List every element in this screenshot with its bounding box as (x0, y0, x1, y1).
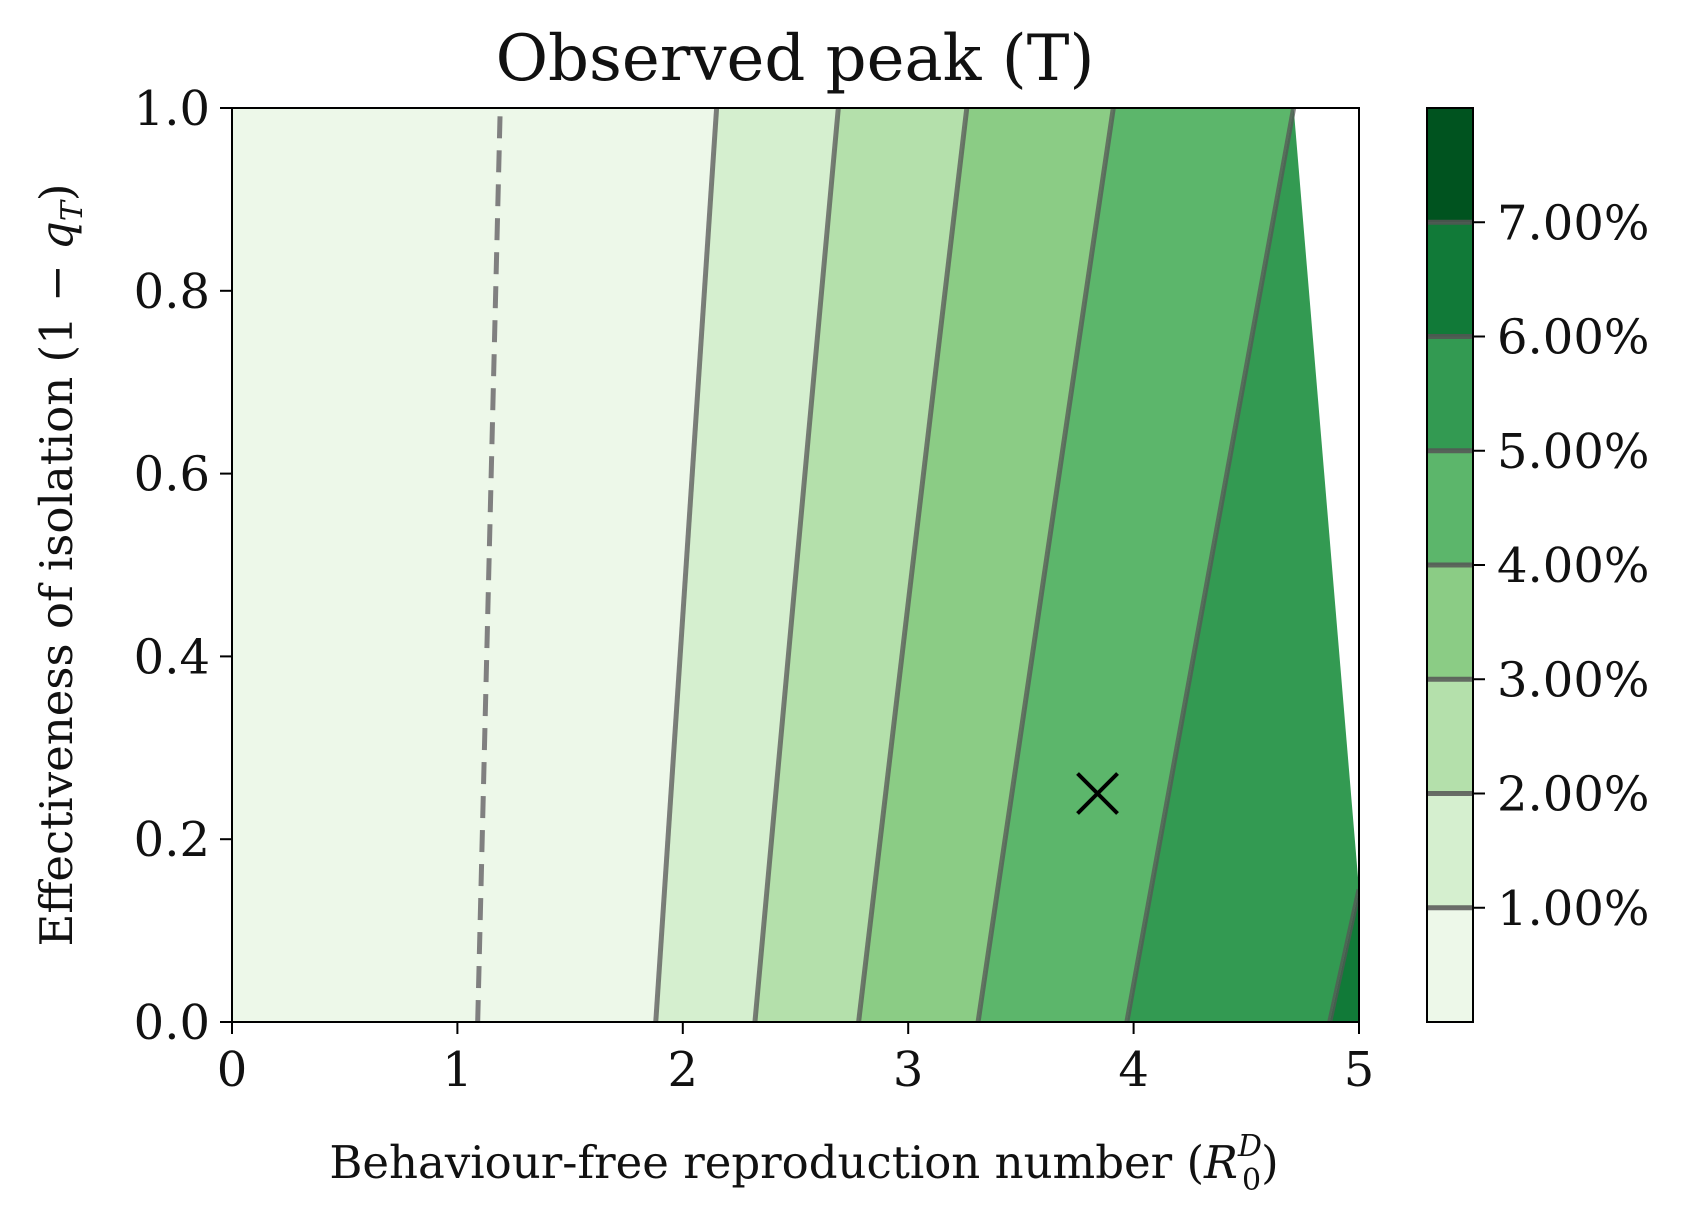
y-tick-label: 0.6 (134, 447, 210, 503)
marker-layer (1076, 772, 1119, 815)
y-tick-label: 0.2 (134, 812, 210, 868)
colorbar-band-0 (1427, 907, 1473, 1022)
colorbar-tick-label: 4.00% (1497, 538, 1649, 594)
x-tick-label: 1 (442, 1042, 473, 1098)
x-tick-label: 5 (1344, 1042, 1375, 1098)
contour-lines (475, 108, 1359, 1022)
colorbar-band-4 (1427, 450, 1473, 565)
y-axis-label-close: ) (30, 184, 83, 202)
x-axis-label: Behaviour-free reproduction number (RD 0) (329, 1129, 1278, 1198)
y-axis-label: Effectiveness of isolation (1 − qT) (30, 184, 90, 947)
contour-band-4 (978, 108, 1294, 1022)
x-axis-label-text: Behaviour-free reproduction number ( (329, 1136, 1204, 1189)
contour-line-level-6 (1327, 888, 1359, 1022)
colorbar-band-6 (1427, 222, 1473, 337)
contour-band-3 (858, 108, 1114, 1022)
colorbar-band-5 (1427, 336, 1473, 451)
y-tick-label: 1.0 (134, 81, 210, 137)
x-axis-label-sub: 0 (1242, 1163, 1261, 1198)
contour-line-level-4 (975, 108, 1116, 1022)
colorbar-ticks: 1.00% 2.00% 3.00% 4.00% 5.00% 6.00% 7.00% (1473, 195, 1649, 937)
plot-frame (231, 107, 1360, 1023)
colorbar-bands (1427, 108, 1473, 1022)
y-axis-label-sub: T (55, 199, 90, 221)
x-axis-label-symbol: R (1203, 1136, 1238, 1189)
colorbar-band-1 (1427, 793, 1473, 908)
colorbar-tick-label: 6.00% (1497, 310, 1649, 366)
colorbar-tick-label: 7.00% (1497, 195, 1649, 251)
contour-band-2 (754, 108, 967, 1022)
colorbar-tick-label: 1.00% (1497, 881, 1649, 937)
colorbar-band-3 (1427, 565, 1473, 680)
contour-line-level-3 (856, 108, 970, 1022)
contour-line-level-2 (752, 108, 841, 1022)
colorbar-tick-label: 2.00% (1497, 767, 1649, 823)
chart-title: Observed peak (T) (496, 22, 1095, 96)
x-tick-label: 2 (668, 1042, 699, 1098)
x-axis-label-sup: D (1237, 1129, 1262, 1164)
colorbar-band-7 (1427, 108, 1473, 223)
x-tick-label: 3 (893, 1042, 924, 1098)
contour-line-level-1 (653, 108, 720, 1022)
contour-band-0 (232, 108, 717, 1022)
colorbar-band-2 (1427, 679, 1473, 794)
y-tick-label: 0.0 (134, 995, 210, 1051)
contour-band-5 (1126, 108, 1359, 1022)
y-axis-label-symbol: q (30, 221, 83, 250)
y-tick-label: 0.4 (134, 629, 210, 685)
y-tick-label: 0.8 (134, 264, 210, 320)
x-tick-label: 0 (217, 1042, 248, 1098)
contour-line-level-5 (1124, 108, 1297, 1022)
x-axis-label-close: ) (1261, 1136, 1279, 1189)
colorbar-tick-label: 5.00% (1497, 424, 1649, 480)
y-axis-label-text: Effectiveness of isolation (1 − (30, 250, 83, 947)
marker-x (1076, 772, 1119, 815)
x-axis-ticks: 0 1 2 3 4 5 (217, 1022, 1375, 1098)
threshold-contour-line (475, 108, 503, 1022)
colorbar-tick-label: 3.00% (1497, 652, 1649, 708)
colorbar-level-lines (1427, 219, 1473, 911)
y-axis-ticks: 0.0 0.2 0.4 0.6 0.8 1.0 (134, 81, 232, 1051)
x-tick-label: 4 (1118, 1042, 1149, 1098)
